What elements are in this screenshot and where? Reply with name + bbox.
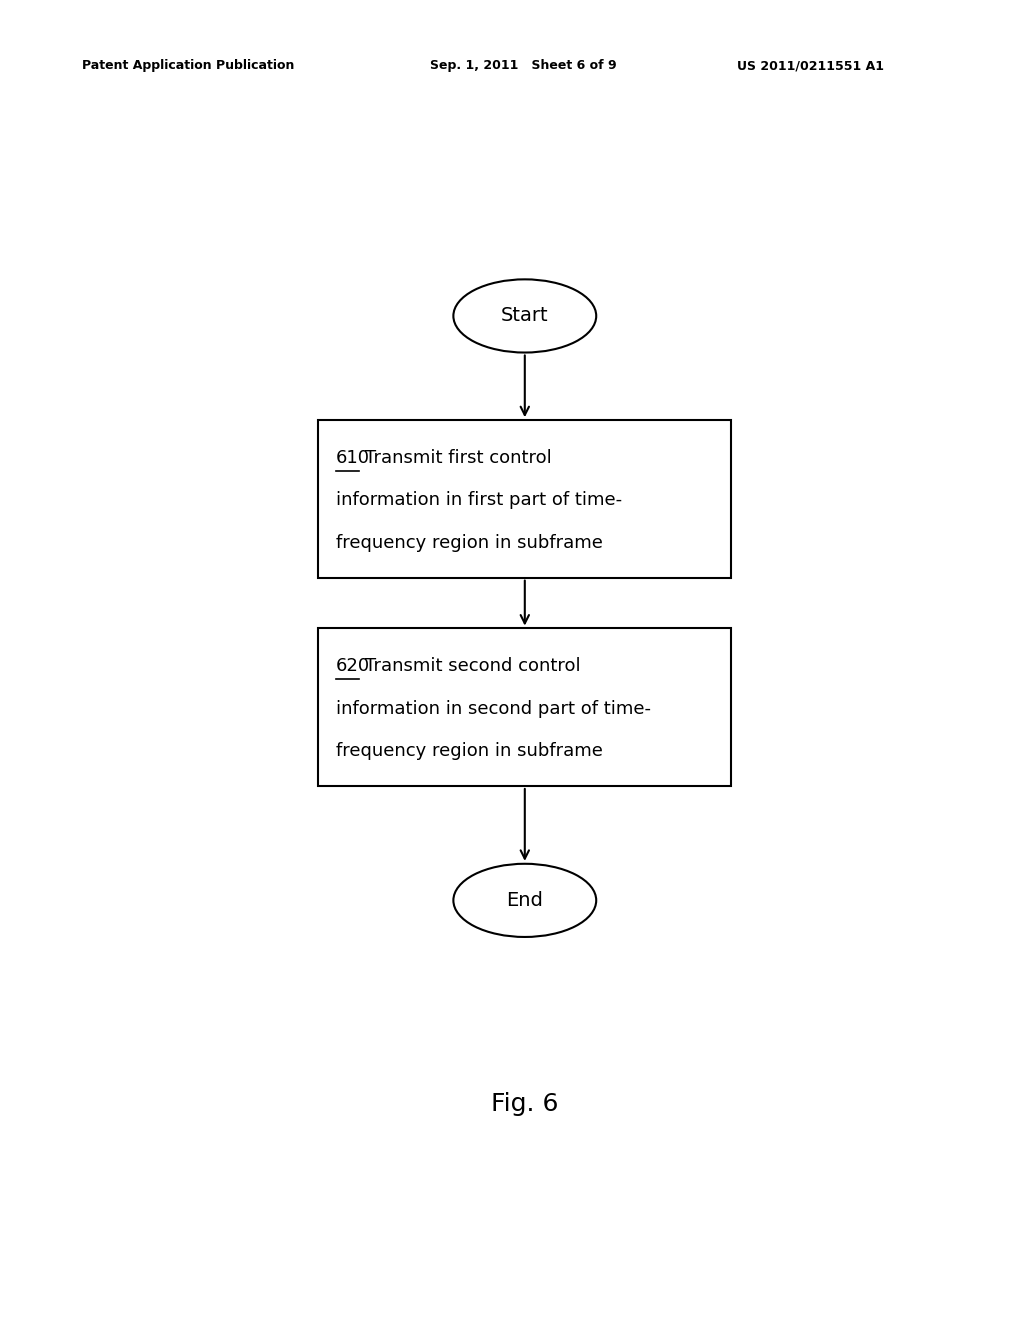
Text: End: End [506, 891, 544, 909]
Ellipse shape [454, 863, 596, 937]
Bar [318, 628, 731, 785]
Text: Transmit second control: Transmit second control [365, 657, 581, 675]
Ellipse shape [454, 280, 596, 352]
Text: Patent Application Publication: Patent Application Publication [82, 59, 294, 73]
Text: frequency region in subframe: frequency region in subframe [336, 535, 603, 552]
Text: 620: 620 [336, 657, 370, 675]
Text: US 2011/0211551 A1: US 2011/0211551 A1 [737, 59, 885, 73]
Text: Sep. 1, 2011   Sheet 6 of 9: Sep. 1, 2011 Sheet 6 of 9 [430, 59, 616, 73]
Text: Fig. 6: Fig. 6 [492, 1092, 558, 1115]
Text: 610: 610 [336, 449, 370, 466]
Text: frequency region in subframe: frequency region in subframe [336, 742, 603, 760]
Text: Start: Start [501, 306, 549, 326]
Text: information in first part of time-: information in first part of time- [336, 491, 622, 510]
Bar [318, 420, 731, 578]
Text: Transmit first control: Transmit first control [365, 449, 552, 466]
Text: information in second part of time-: information in second part of time- [336, 700, 651, 718]
